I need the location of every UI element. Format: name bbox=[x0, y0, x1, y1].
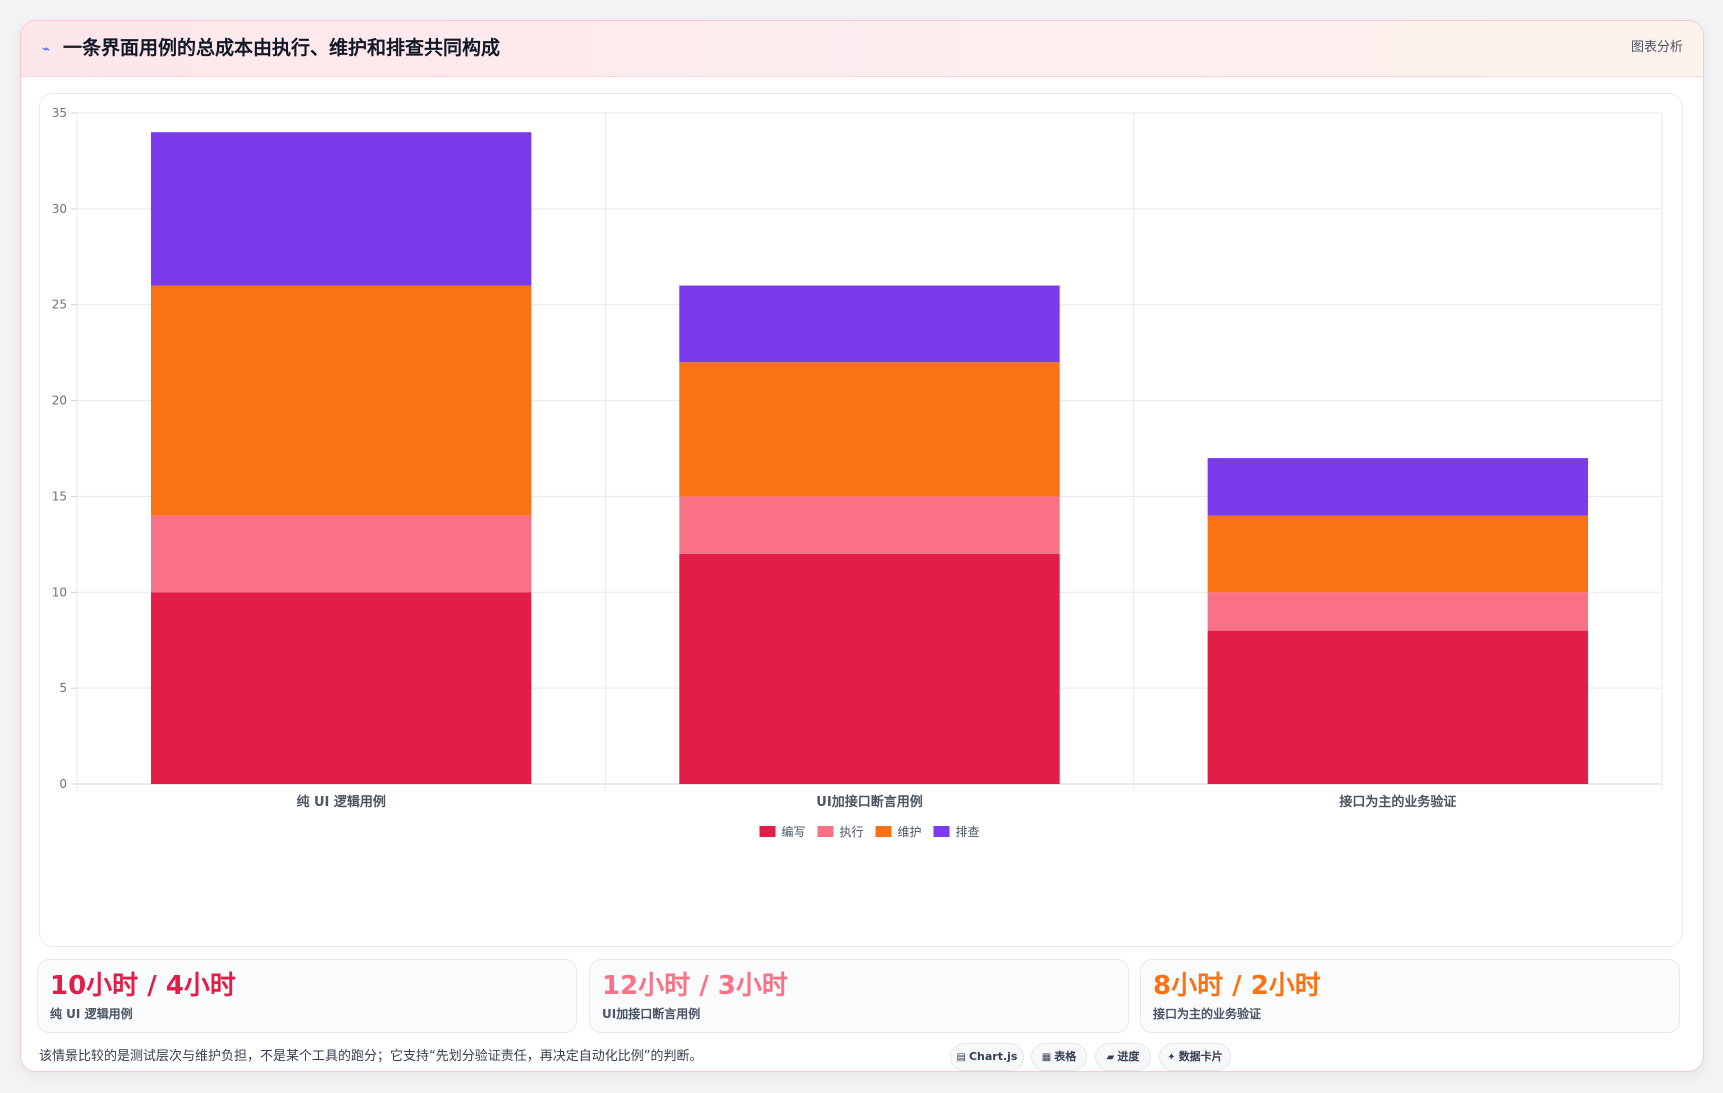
stat-label: 纯 UI 逻辑用例 bbox=[50, 1007, 133, 1021]
legend-label: 排查 bbox=[956, 825, 980, 839]
y-tick-label: 10 bbox=[52, 585, 67, 599]
stat-card-api-business: 8小时 / 2小时 接口为主的业务验证 bbox=[1140, 959, 1680, 1033]
y-tick-label: 20 bbox=[52, 394, 67, 408]
trend-line-icon: ⌁ bbox=[42, 42, 50, 57]
chart-analysis-badge: 图表分析 bbox=[1630, 40, 1683, 55]
stat-label: 接口为主的业务验证 bbox=[1153, 1007, 1262, 1021]
card-header: ⌁ 一条界面用例的总成本由执行、维护和排查共同构成 图表分析 bbox=[21, 21, 1703, 77]
legend-label: 执行 bbox=[840, 825, 864, 839]
y-tick-label: 25 bbox=[52, 298, 67, 312]
x-tick-label: 纯 UI 逻辑用例 bbox=[296, 794, 385, 810]
bar-segment bbox=[1207, 630, 1589, 784]
bar-segment bbox=[150, 285, 532, 516]
stat-label: UI加接口断言用例 bbox=[602, 1007, 701, 1021]
bar-segment bbox=[150, 515, 532, 593]
y-tick-label: 0 bbox=[59, 777, 67, 791]
stat-value: 8小时 / 2小时 bbox=[1153, 971, 1321, 1001]
chip-label: Chart.js bbox=[968, 1050, 1018, 1063]
chip-progress[interactable]: ▰ 进度 bbox=[1095, 1043, 1151, 1071]
chip-table[interactable]: ▦ 表格 bbox=[1031, 1043, 1087, 1071]
legend-swatch bbox=[759, 826, 776, 837]
x-tick-label: 接口为主的业务验证 bbox=[1339, 794, 1456, 810]
bar-segment bbox=[679, 285, 1060, 363]
chip-data-card[interactable]: ✦ 数据卡片 bbox=[1159, 1043, 1231, 1071]
bar-segment bbox=[679, 496, 1060, 554]
stat-card-ui-api: 12小时 / 3小时 UI加接口断言用例 bbox=[589, 959, 1129, 1033]
y-tick-label: 35 bbox=[52, 106, 67, 120]
chart-card: ⌁ 一条界面用例的总成本由执行、维护和排查共同构成 图表分析 0 5 10 15 20 2… bbox=[20, 20, 1704, 1072]
bar-segment bbox=[150, 592, 532, 784]
bar-segment bbox=[1207, 515, 1589, 593]
table-icon: ▦ bbox=[1041, 1052, 1052, 1063]
data-card-icon: ✦ bbox=[1167, 1052, 1176, 1063]
stat-value: 10小时 / 4小时 bbox=[50, 971, 236, 1001]
bar-segment bbox=[679, 553, 1060, 784]
legend-swatch bbox=[817, 826, 834, 837]
stat-value: 12小时 / 3小时 bbox=[602, 971, 788, 1001]
chip-chartjs[interactable]: ▤ Chart.js bbox=[950, 1043, 1024, 1071]
chart-area: 0 5 10 15 20 25 30 35 纯 UI 逻辑用例 UI加接口断言用例 接口为主的业务验… bbox=[39, 93, 1683, 947]
stacked-bar-chart: 0 5 10 15 20 25 30 35 纯 UI 逻辑用例 UI加接口断言用例 接口为主的业务验… bbox=[52, 106, 1663, 839]
legend-swatch bbox=[933, 826, 950, 837]
bar-segment bbox=[150, 132, 532, 286]
progress-icon: ▰ bbox=[1106, 1052, 1115, 1063]
chip-label: 表格 bbox=[1054, 1050, 1077, 1063]
y-tick-label: 15 bbox=[52, 489, 67, 503]
y-tick-label: 5 bbox=[59, 681, 67, 695]
legend-label: 维护 bbox=[898, 825, 922, 839]
bar-segment bbox=[1207, 458, 1589, 516]
chip-label: 数据卡片 bbox=[1178, 1050, 1223, 1063]
chart-icon: ▤ bbox=[956, 1052, 966, 1063]
stat-card-ui-logic: 10小时 / 4小时 纯 UI 逻辑用例 bbox=[37, 959, 577, 1033]
x-tick-label: UI加接口断言用例 bbox=[816, 794, 922, 810]
legend-label: 编写 bbox=[782, 824, 806, 839]
footnote: 该情景比较的是测试层次与维护负担，不是某个工具的跑分；它支持“先划分验证责任，再… bbox=[39, 1049, 703, 1064]
bar-segment bbox=[679, 362, 1060, 497]
chart-title: 一条界面用例的总成本由执行、维护和排查共同构成 bbox=[63, 37, 501, 59]
chip-label: 进度 bbox=[1117, 1050, 1140, 1063]
legend-swatch bbox=[875, 826, 892, 837]
bar-segment bbox=[1207, 592, 1589, 631]
y-tick-label: 30 bbox=[52, 202, 67, 216]
